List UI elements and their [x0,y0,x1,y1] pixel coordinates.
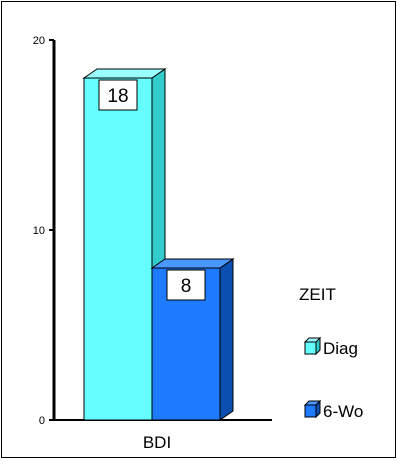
legend: ZEIT Diag 6-Wo [299,285,363,421]
legend-item: 6-Wo [303,399,363,421]
bars [82,68,235,421]
legend-swatch-side [315,399,321,419]
data-label-box [98,79,138,111]
legend-swatch [304,404,317,418]
legend-label: Diag [323,339,358,358]
legend-label: 6-Wo [323,402,363,421]
y-tick-label: 20 [33,35,45,47]
legend-swatch [304,341,317,355]
data-label-box [166,269,206,301]
data-label: 8 [181,276,192,297]
bar-side-6-Wo [219,258,234,421]
x-category-label: BDI [143,433,171,452]
data-label: 18 [107,86,128,107]
bar-front-Diag [83,77,153,421]
y-tick-label: 10 [33,225,45,237]
legend-title: ZEIT [299,285,336,304]
bar-top-6-Wo [150,258,235,269]
bar-top-Diag [82,68,167,79]
legend-item: Diag [303,336,358,358]
data-labels: 18 8 [98,79,206,301]
y-tick-label: 0 [39,415,45,427]
legend-swatch-side [315,336,321,356]
y-ticks: 0 10 20 [33,35,54,427]
